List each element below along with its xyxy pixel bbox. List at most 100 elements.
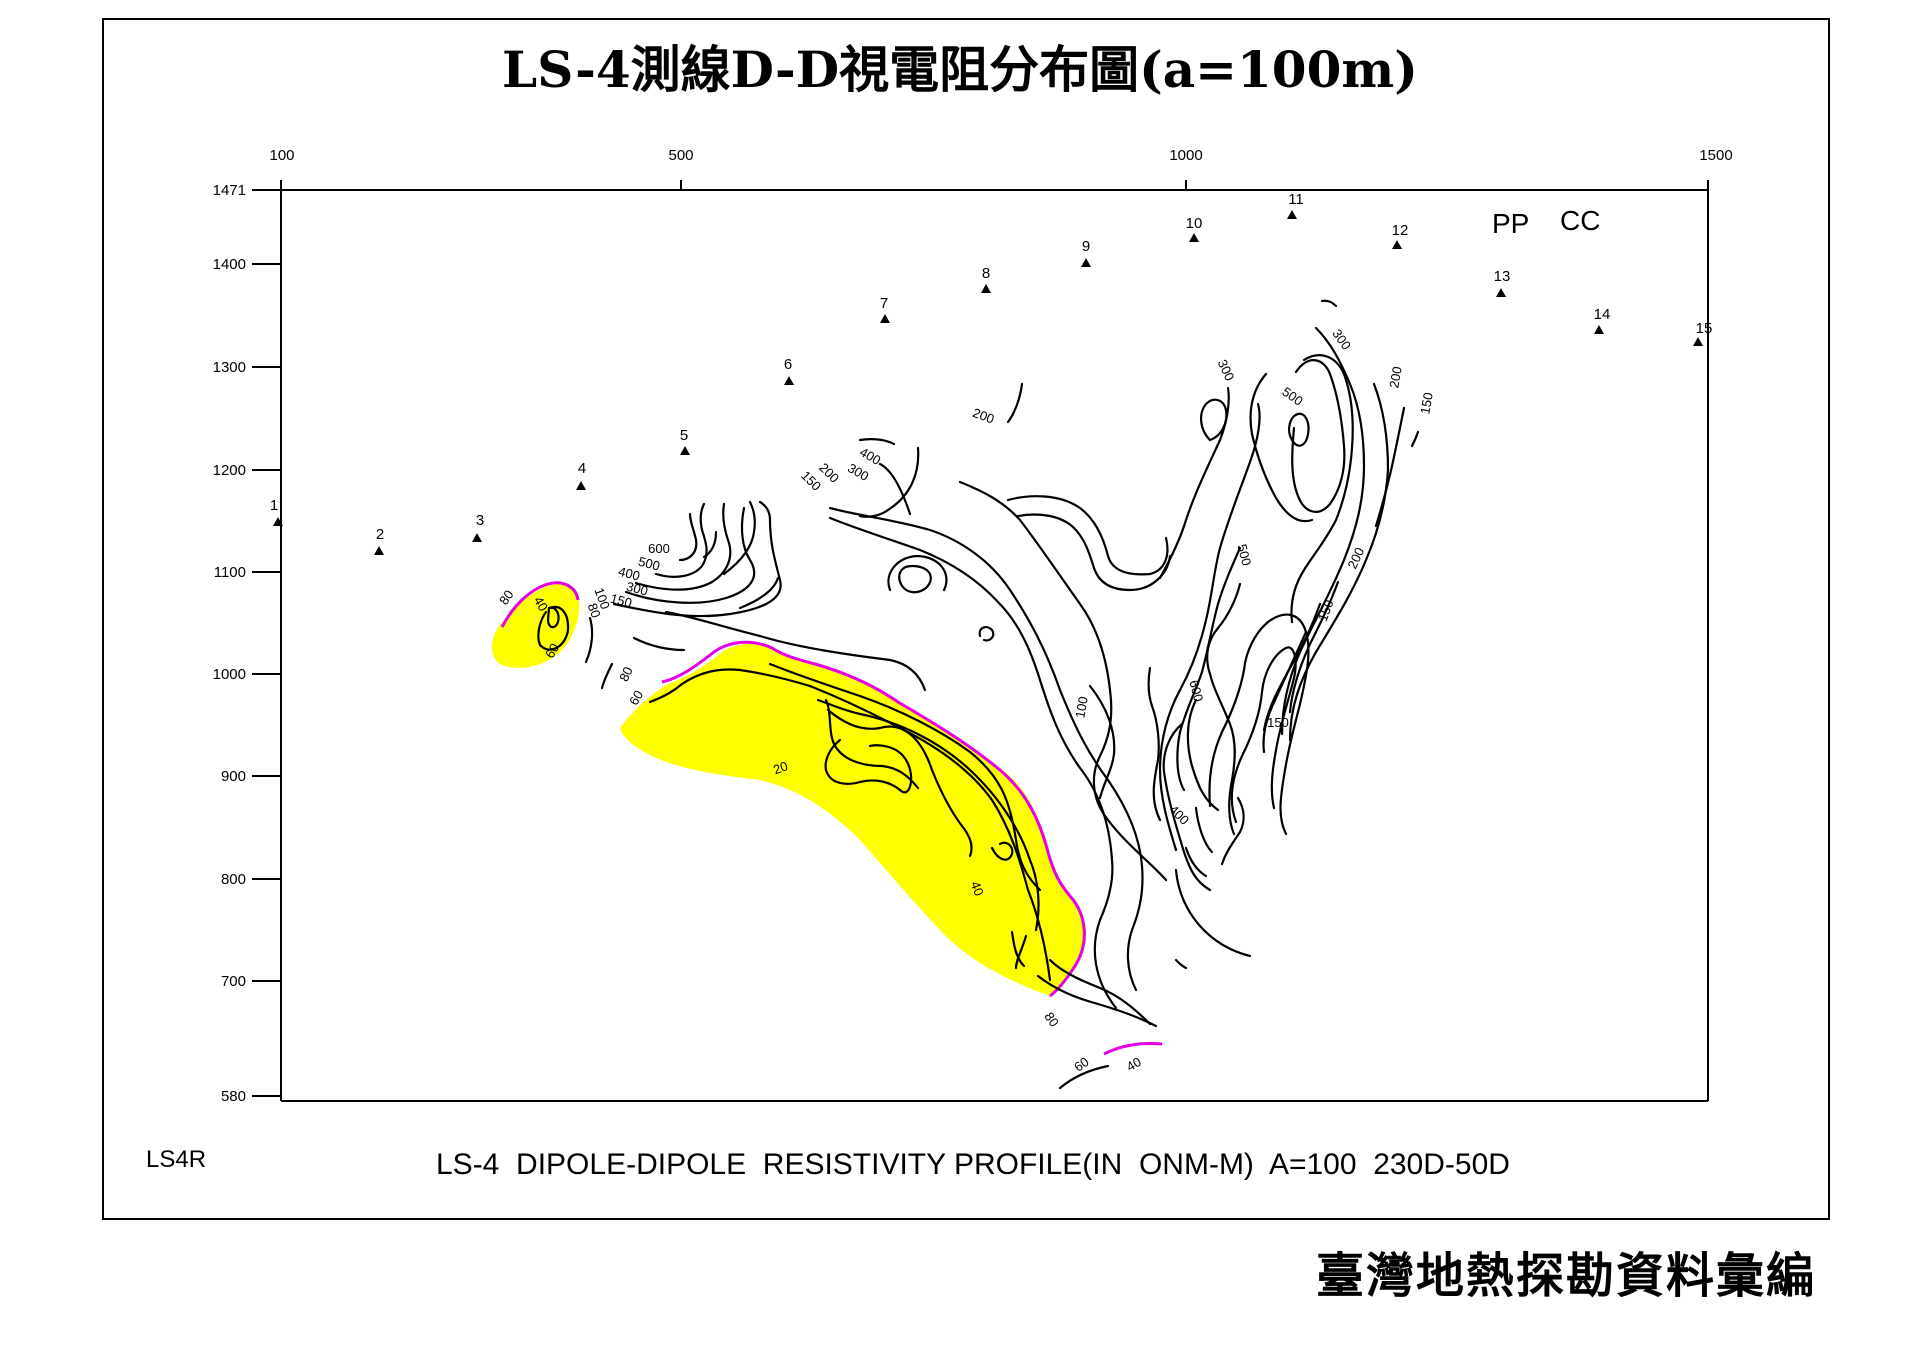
anomaly-outline-bottom: [1103, 1042, 1163, 1056]
station-label: 6: [784, 356, 792, 373]
contour-line: [878, 462, 912, 516]
contour-label: 300: [625, 579, 650, 599]
contour-line: [828, 506, 1144, 992]
contour-line: [1158, 402, 1261, 852]
y-tick-label: 800: [221, 871, 246, 888]
station-label: 12: [1392, 222, 1409, 239]
contour-line: [1410, 430, 1420, 448]
station-marker: [1693, 337, 1703, 346]
contour-label: 200: [971, 405, 997, 427]
contour-line: [1220, 796, 1245, 866]
y-tick-label: 900: [221, 768, 246, 785]
contour-line: [702, 530, 718, 559]
contour-line: [887, 554, 948, 592]
contour-label: 400: [617, 564, 642, 584]
cc-label: CC: [1560, 205, 1600, 236]
contour-line: [898, 564, 932, 594]
pp-label: PP: [1492, 208, 1529, 239]
contour-label: 60: [1071, 1054, 1091, 1075]
contour-line: [1186, 698, 1220, 812]
y-tick-label: 1300: [213, 359, 246, 376]
contour-label: 60: [542, 641, 562, 661]
contour-line: [1176, 546, 1242, 792]
station-label: 15: [1696, 320, 1713, 337]
station-labels: 1 2 3 4 5 6 7 8 9 10 11 12 13 14 15: [270, 191, 1713, 543]
contour-label: 500: [1234, 542, 1254, 567]
station-label: 11: [1288, 191, 1304, 208]
contour-line: [768, 662, 1042, 892]
contour-label: 150: [609, 591, 634, 611]
contour-line: [1194, 806, 1214, 854]
contour-line: [1006, 495, 1169, 576]
figure-caption: LS-4 DIPOLE-DIPOLE RESISTIVITY PROFILE(I…: [436, 1148, 1510, 1181]
station-markers: [273, 210, 1703, 555]
contour-line: [858, 438, 896, 446]
contour-line: [664, 610, 927, 692]
y-tick-label: 1100: [214, 564, 246, 581]
contour-line: [654, 502, 708, 578]
contour-line: [1230, 646, 1297, 824]
contour-line: [546, 606, 560, 629]
contour-line: [537, 605, 570, 651]
station-label: 10: [1186, 215, 1203, 232]
station-label: 13: [1494, 268, 1511, 285]
contour-line: [632, 636, 686, 652]
contour-label: 600: [648, 541, 670, 556]
station-label: 14: [1594, 306, 1611, 323]
station-marker: [1496, 288, 1506, 297]
contour-line: [1288, 580, 1340, 714]
station-marker: [1189, 233, 1199, 242]
contour-line: [678, 512, 698, 562]
contour-label: 150: [1315, 598, 1337, 624]
x-tick-label: 100: [269, 147, 294, 164]
contour-line: [1200, 398, 1228, 442]
contour-label: 80: [496, 587, 517, 607]
contour-label: 40: [968, 879, 987, 898]
contour-label: 300: [845, 460, 871, 484]
contour-line: [1374, 406, 1406, 528]
station-marker: [576, 481, 586, 490]
contour-line: [1206, 582, 1242, 836]
station-marker: [880, 314, 890, 323]
contour-label: 300: [1215, 357, 1238, 383]
contour-label: 80: [616, 664, 636, 683]
station-marker: [273, 517, 283, 526]
contour-line: [990, 841, 1014, 861]
contour-line: [978, 626, 995, 642]
contour-line: [634, 502, 732, 591]
contour-label: 100: [1072, 695, 1091, 719]
station-marker: [374, 546, 384, 555]
station-marker: [472, 533, 482, 542]
contour-line: [1036, 974, 1158, 1028]
figure-title: LS-4測線D-D視電阻分布圖(a=100m): [502, 40, 1418, 99]
contour-line: [1006, 382, 1024, 424]
contour-label: 150: [1267, 715, 1289, 730]
station-marker: [784, 376, 794, 385]
contour-line: [1162, 722, 1212, 892]
station-label: 1: [270, 497, 278, 514]
contour-line: [958, 480, 1168, 882]
station-label: 3: [476, 512, 484, 529]
contour-line: [826, 708, 973, 858]
station-label: 9: [1082, 238, 1090, 255]
publisher-name: 臺灣地熱探勘資料彙編: [1315, 1248, 1816, 1304]
contour-lines: [537, 299, 1420, 1090]
contour-line: [1010, 930, 1026, 968]
contour-label: 100: [591, 586, 613, 612]
contour-line: [584, 616, 594, 664]
y-tick-label: 1000: [213, 666, 246, 683]
contour-line: [1088, 684, 1116, 800]
contour-line: [1288, 412, 1310, 447]
contour-label: 60: [626, 688, 646, 708]
contour-label: 80: [585, 601, 604, 620]
station-marker: [1287, 210, 1297, 219]
x-tick-label: 500: [668, 147, 693, 164]
station-label: 8: [982, 265, 990, 282]
contour-line: [722, 500, 756, 576]
plot-axes: [280, 189, 1709, 1102]
station-label: 5: [680, 427, 688, 444]
station-label: 7: [880, 295, 888, 312]
station-marker: [680, 446, 690, 455]
y-axis-ticks: [252, 189, 281, 1097]
